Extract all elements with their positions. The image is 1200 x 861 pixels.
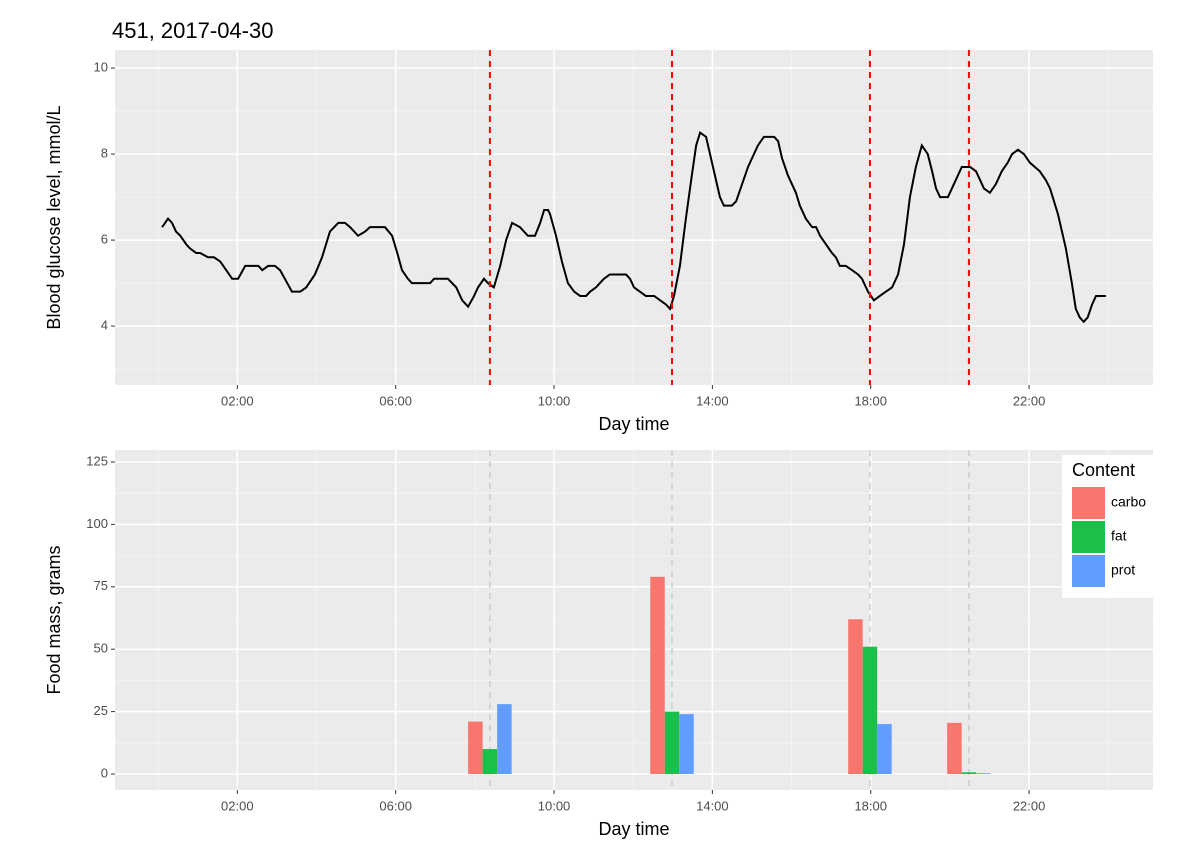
bar <box>961 772 977 775</box>
y-tick-label: 75 <box>94 578 108 593</box>
y-tick-label: 0 <box>101 765 108 780</box>
x-tick-label: 02:00 <box>221 393 254 408</box>
y-tick-label: 125 <box>86 453 108 468</box>
y-tick-label: 8 <box>101 146 108 161</box>
x-tick-label: 14:00 <box>696 393 729 408</box>
legend-label: fat <box>1111 528 1127 544</box>
x-tick-label: 22:00 <box>1013 393 1046 408</box>
bar <box>650 576 665 775</box>
x-tick-label: 02:00 <box>221 798 254 813</box>
legend-swatch <box>1072 487 1105 519</box>
y-tick-label: 100 <box>86 516 108 531</box>
legend-swatch <box>1072 521 1105 553</box>
x-tick-label: 06:00 <box>379 798 412 813</box>
y-axis-title: Blood glucose level, mmol/L <box>44 105 64 329</box>
legend-swatch <box>1072 555 1105 587</box>
bar <box>976 773 991 775</box>
bar <box>664 711 680 775</box>
bar <box>468 721 483 775</box>
x-tick-label: 22:00 <box>1013 798 1046 813</box>
bar <box>679 714 694 775</box>
x-tick-label: 14:00 <box>696 798 729 813</box>
y-axis-title: Food mass, grams <box>44 545 64 694</box>
bar <box>862 646 878 775</box>
legend-title: Content <box>1072 460 1135 480</box>
y-tick-label: 50 <box>94 641 108 656</box>
legend-label: carbo <box>1111 494 1146 510</box>
x-axis-title: Day time <box>598 819 669 839</box>
bar <box>947 722 962 775</box>
x-tick-label: 10:00 <box>538 798 571 813</box>
panel-background <box>115 450 1153 790</box>
y-tick-label: 25 <box>94 703 108 718</box>
bar <box>848 619 863 775</box>
x-tick-label: 18:00 <box>854 393 887 408</box>
x-tick-label: 06:00 <box>379 393 412 408</box>
y-tick-label: 6 <box>101 232 108 247</box>
x-axis-title: Day time <box>598 414 669 434</box>
x-tick-label: 10:00 <box>538 393 571 408</box>
x-tick-label: 18:00 <box>854 798 887 813</box>
bar <box>877 724 892 775</box>
bar <box>482 749 498 775</box>
panel-background <box>115 50 1153 385</box>
glucose-line <box>161 130 1106 324</box>
chart-title: 451, 2017-04-30 <box>112 18 273 43</box>
y-tick-label: 10 <box>94 59 108 74</box>
legend-label: prot <box>1111 562 1135 578</box>
bar <box>497 704 512 775</box>
y-tick-label: 4 <box>101 318 108 333</box>
